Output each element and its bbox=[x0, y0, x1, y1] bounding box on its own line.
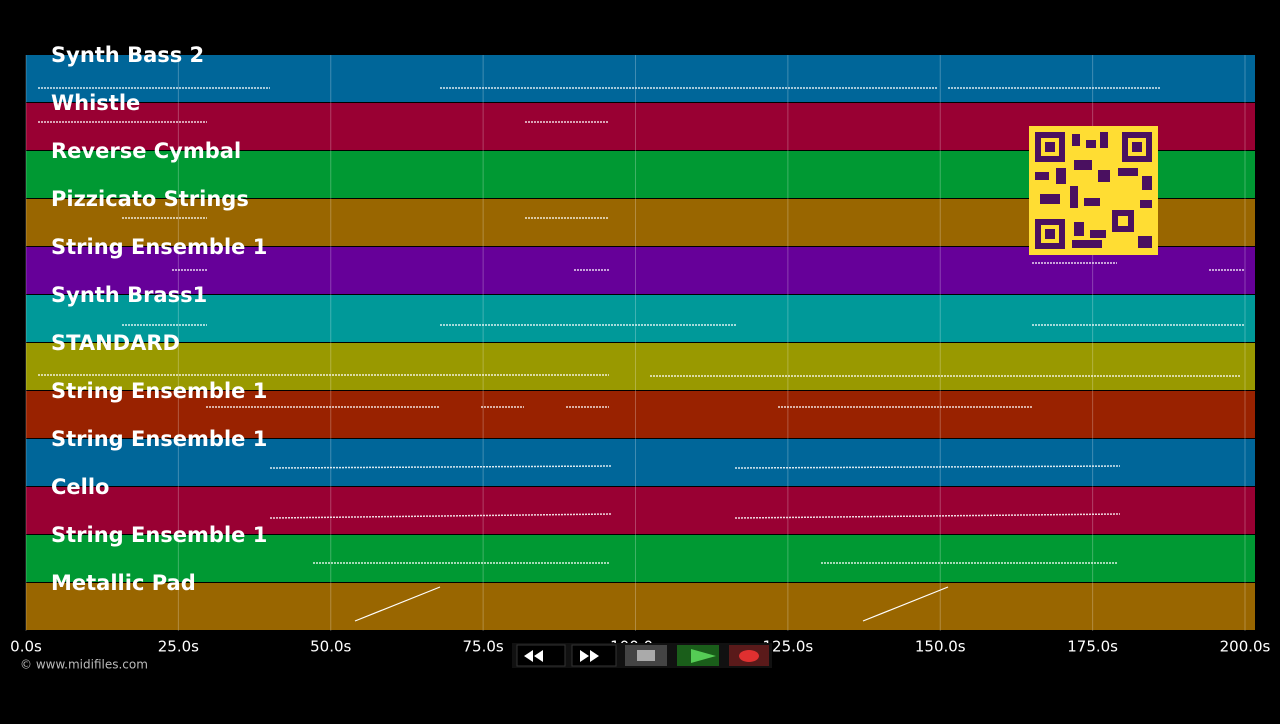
qr-code bbox=[1029, 126, 1158, 255]
track-name: Whistle bbox=[51, 91, 140, 115]
notes bbox=[38, 87, 1244, 622]
controls bbox=[512, 643, 772, 668]
track-name: String Ensemble 1 bbox=[51, 523, 267, 547]
track-names: Synth Bass 2 Whistle Reverse Cymbal Pizzica… bbox=[51, 43, 267, 595]
track-row bbox=[26, 391, 1255, 438]
play-button[interactable] bbox=[677, 645, 719, 666]
stop-button[interactable] bbox=[625, 645, 667, 666]
track-name: Cello bbox=[51, 475, 109, 499]
track-name: Synth Bass 2 bbox=[51, 43, 204, 67]
track-name: STANDARD bbox=[51, 331, 180, 355]
note bbox=[862, 586, 949, 622]
time-label: 125.0s bbox=[762, 638, 813, 656]
track-row bbox=[26, 343, 1255, 390]
timeline: 0.0s25.0s50.0s75.0s100.0s125.0s150.0s175… bbox=[10, 638, 1270, 656]
track-row bbox=[26, 487, 1255, 534]
note bbox=[269, 465, 613, 469]
track-name: String Ensemble 1 bbox=[51, 235, 267, 259]
time-label: 175.0s bbox=[1067, 638, 1118, 656]
track-name: Reverse Cymbal bbox=[51, 139, 241, 163]
note bbox=[734, 513, 1121, 519]
track-name: Pizzicato Strings bbox=[51, 187, 249, 211]
note bbox=[734, 465, 1121, 469]
track-name: Metallic Pad bbox=[51, 571, 196, 595]
time-label: 75.0s bbox=[463, 638, 504, 656]
time-label: 150.0s bbox=[915, 638, 966, 656]
track-name: String Ensemble 1 bbox=[51, 427, 267, 451]
time-label: 50.0s bbox=[310, 638, 351, 656]
forward-button[interactable] bbox=[571, 644, 617, 667]
record-button[interactable] bbox=[729, 645, 769, 666]
track-row bbox=[26, 583, 1255, 630]
track-row bbox=[26, 295, 1255, 342]
grid bbox=[25, 55, 1246, 631]
track-row bbox=[26, 55, 1255, 102]
time-label: 25.0s bbox=[158, 638, 199, 656]
track-name: Synth Brass1 bbox=[51, 283, 207, 307]
time-label: 0.0s bbox=[10, 638, 42, 656]
track-row bbox=[26, 535, 1255, 582]
note bbox=[269, 513, 613, 519]
rewind-button[interactable] bbox=[516, 644, 566, 667]
track-name: String Ensemble 1 bbox=[51, 379, 267, 403]
qr-pattern bbox=[1035, 132, 1152, 249]
track-row bbox=[26, 439, 1255, 486]
note bbox=[354, 586, 441, 622]
copyright: © www.midifiles.com bbox=[20, 658, 148, 672]
time-label: 200.0s bbox=[1220, 638, 1271, 656]
